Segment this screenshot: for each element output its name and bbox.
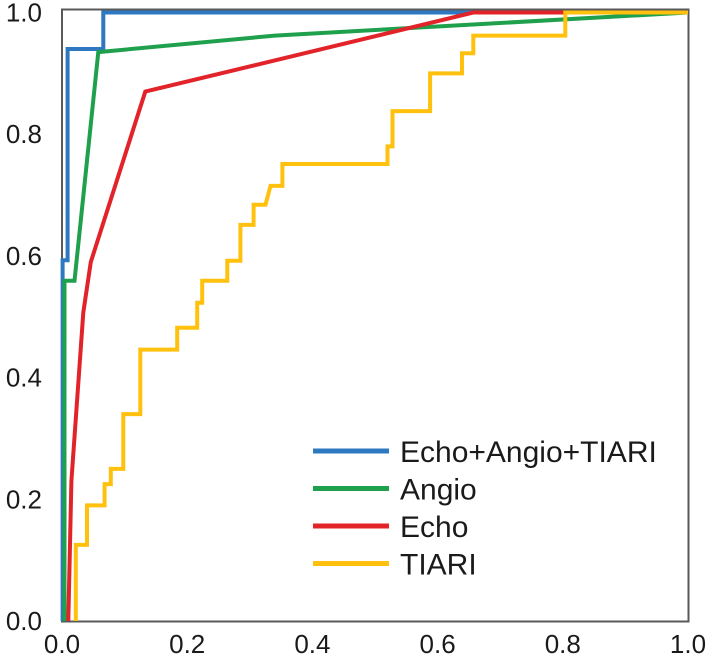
legend-label: TIARI <box>400 549 477 582</box>
x-tick-label: 0.6 <box>420 629 456 659</box>
legend-label: Echo+Angio+TIARI <box>400 436 657 469</box>
series-line-echo-angio-tiari <box>60 10 688 621</box>
y-tick-label: 0.0 <box>6 606 42 636</box>
series-line-angio <box>62 10 689 621</box>
x-tick-label: 0.2 <box>169 629 205 659</box>
x-tick-label: 0.4 <box>294 629 330 659</box>
y-tick-label: 0.4 <box>6 363 42 393</box>
y-tick-label: 0.2 <box>6 484 42 514</box>
legend-label: Echo <box>400 511 468 544</box>
y-tick-label: 0.6 <box>6 241 42 271</box>
plot-border <box>61 8 690 623</box>
x-tick-label: 0.0 <box>44 629 80 659</box>
y-tick-label: 1.0 <box>6 0 42 28</box>
series-line-echo <box>66 10 688 622</box>
legend-item: Angio <box>313 474 477 507</box>
legend-item: Echo <box>313 511 468 544</box>
x-tick-label: 0.8 <box>545 629 581 659</box>
x-tick-label: 1.0 <box>670 629 706 659</box>
legend-item: Echo+Angio+TIARI <box>313 436 657 469</box>
chart-legend: Echo+Angio+TIARI Angio Echo TIARI <box>313 436 657 582</box>
legend-label: Angio <box>400 474 477 507</box>
y-axis-tick-labels: 0.0 0.2 0.4 0.6 0.8 1.0 <box>6 0 42 636</box>
series-lines <box>60 10 689 622</box>
y-tick-label: 0.8 <box>6 119 42 149</box>
series-line-tiari <box>73 10 688 621</box>
legend-item: TIARI <box>313 549 477 582</box>
x-axis-tick-labels: 0.0 0.2 0.4 0.6 0.8 1.0 <box>44 629 706 659</box>
